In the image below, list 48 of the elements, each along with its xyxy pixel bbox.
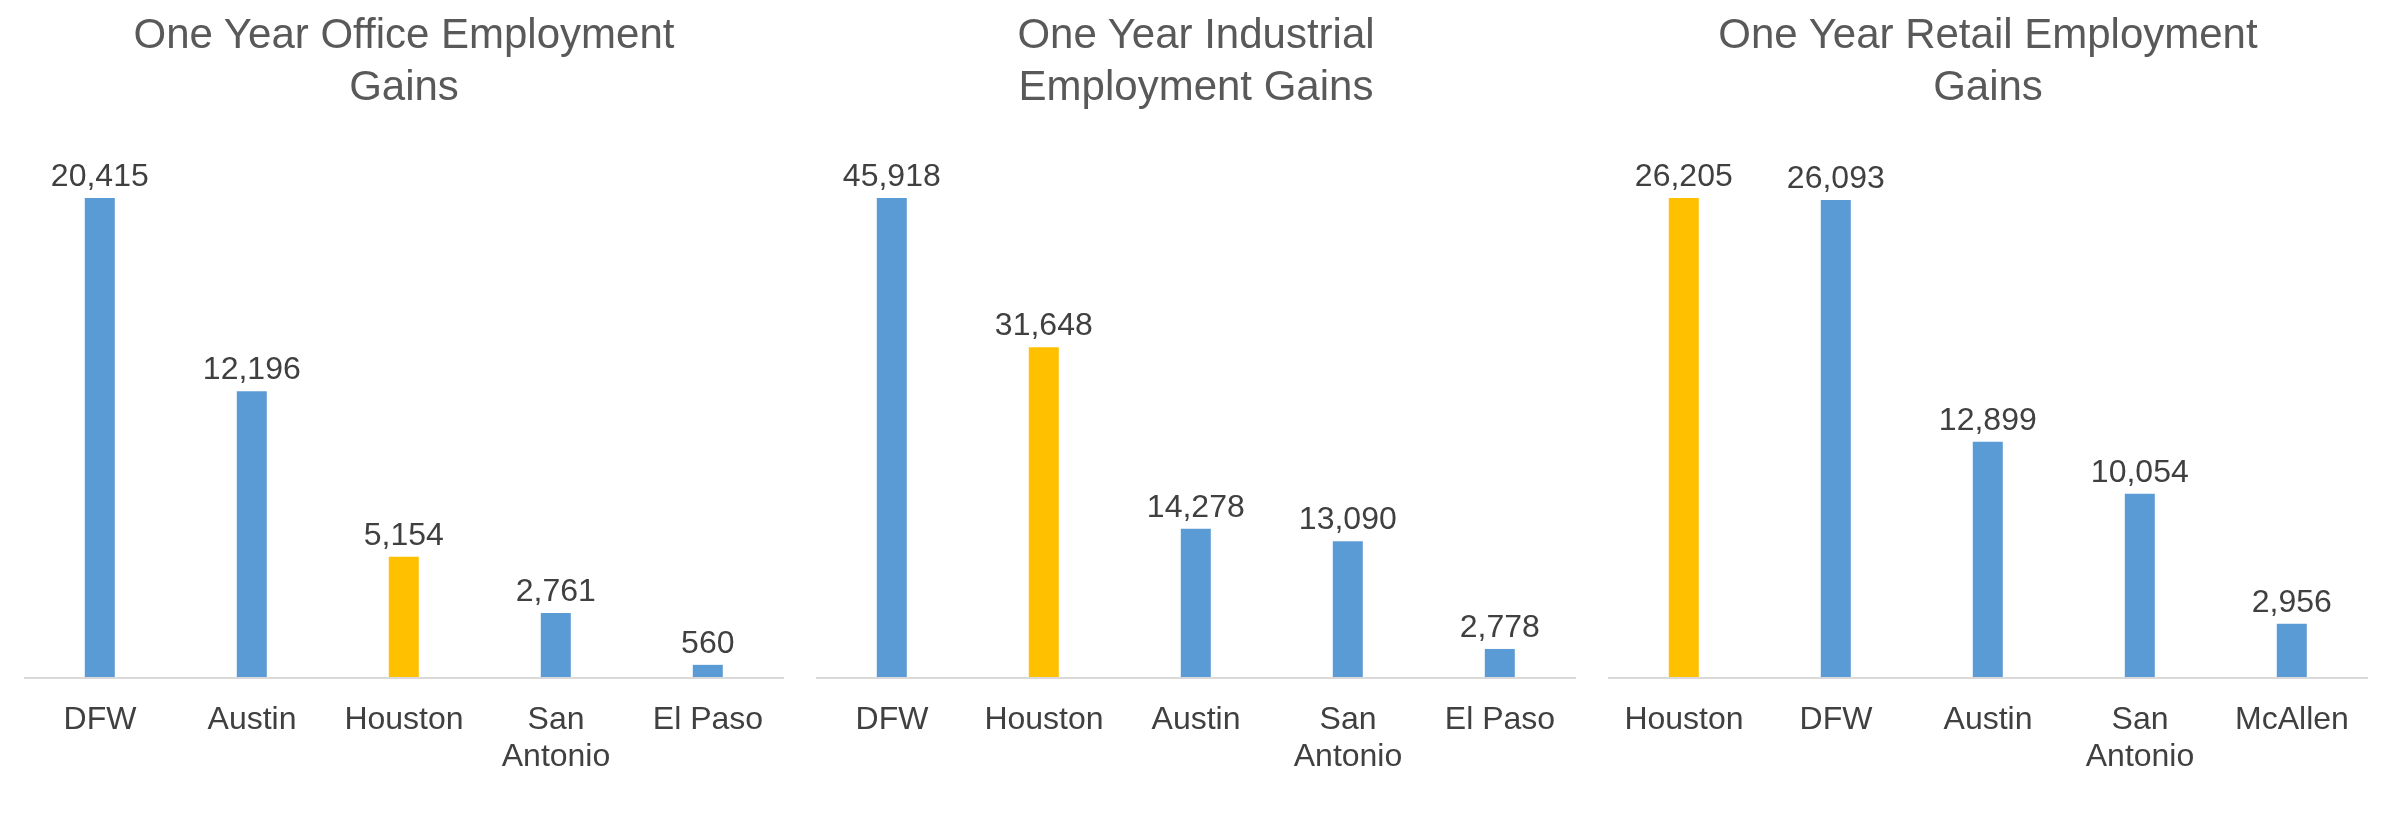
data-label: 26,205 [1634,157,1733,193]
bar [692,664,723,678]
data-label: 20,415 [50,157,149,193]
x-tick-label: Austin [1151,699,1241,736]
x-tick-label: San Antonio [501,699,611,773]
chart-title: One Year Office Employment Gains [132,9,676,111]
bar [1668,198,1699,678]
x-tick-label: Houston [1624,699,1744,736]
x-tick-label: San Antonio [2085,699,2195,773]
data-label: 10,054 [2090,452,2189,489]
x-tick-label: DFW [855,699,930,736]
data-label: 12,196 [202,350,301,387]
bar [84,198,115,678]
bar [540,613,571,678]
data-label: 14,278 [1146,487,1245,524]
bar [1972,441,2003,678]
x-tick-label: Houston [984,699,1104,736]
data-label: 13,090 [1298,500,1397,537]
x-tick-label: Houston [344,699,464,736]
data-label: 45,918 [842,157,941,193]
x-tick-label: El Paso [652,699,764,736]
x-tick-label: McAllen [2235,699,2349,736]
bar [1180,528,1211,678]
bar [1820,200,1851,678]
data-label: 5,154 [363,515,444,552]
bar [2124,493,2155,678]
x-tick-label: DFW [63,699,138,736]
data-label: 2,761 [515,572,596,609]
bar [388,556,419,678]
bar [876,198,907,678]
x-tick-label: Austin [207,699,297,736]
bar [1028,347,1059,678]
data-label: 2,956 [2251,582,2332,619]
bar [2276,623,2307,678]
data-label: 560 [681,623,735,660]
bar [1484,648,1515,678]
bar [1332,541,1363,678]
bar [236,391,267,678]
x-tick-label: DFW [1799,699,1874,736]
chart-title: One Year Industrial Employment Gains [1016,9,1376,111]
data-label: 31,648 [994,306,1093,343]
x-tick-label: Austin [1943,699,2033,736]
x-tick-label: San Antonio [1293,699,1403,773]
data-label: 26,093 [1786,159,1885,196]
data-label: 12,899 [1938,400,2037,437]
data-label: 2,778 [1459,607,1540,644]
x-tick-label: El Paso [1444,699,1556,736]
chart-title: One Year Retail Employment Gains [1717,9,2259,111]
